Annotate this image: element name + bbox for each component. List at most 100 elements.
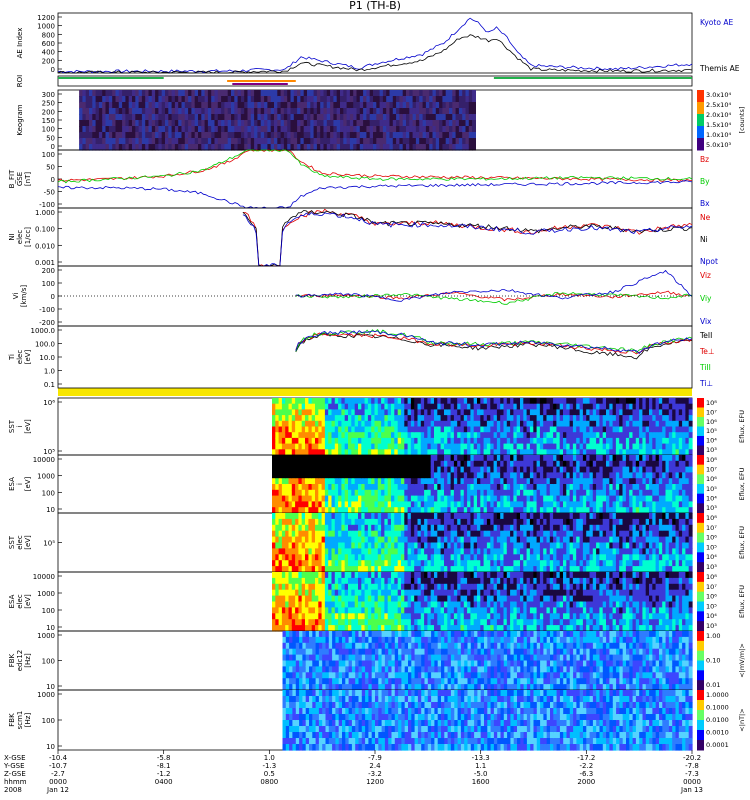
series-line: [295, 333, 693, 360]
heatmap-cell: [645, 495, 650, 502]
heatmap-cell: [589, 489, 594, 497]
heatmap-cell: [533, 484, 538, 491]
heatmap-cell: [533, 548, 538, 555]
heatmap-cell: [427, 566, 432, 573]
heatmap-cell: [435, 126, 440, 133]
heatmap-cell: [473, 554, 478, 561]
heatmap-cell: [529, 455, 534, 462]
heatmap-cell: [503, 554, 508, 561]
heatmap-cell: [323, 138, 328, 145]
colorbar-tick: 10⁷: [706, 466, 717, 474]
heatmap-cell: [348, 403, 352, 410]
heatmap-cell: [440, 409, 445, 416]
heatmap-cell: [427, 507, 432, 514]
heatmap-cell: [311, 443, 316, 450]
heatmap-cell: [344, 507, 349, 514]
heatmap-cell: [318, 449, 323, 456]
heatmap-cell: [386, 114, 391, 121]
heatmap-cell: [244, 90, 249, 97]
heatmap-cell: [539, 536, 544, 544]
heatmap-cell: [675, 455, 680, 462]
heatmap-cell: [649, 501, 653, 508]
heatmap-cell: [404, 426, 409, 433]
heatmap-cell: [668, 495, 673, 502]
heatmap-cell: [328, 449, 333, 456]
heatmap-cell: [105, 102, 110, 109]
heatmap-cell: [358, 460, 362, 468]
heatmap-cell: [287, 102, 292, 109]
heatmap-cell: [500, 409, 505, 416]
heatmap-cell: [348, 495, 352, 502]
heatmap-cell: [609, 536, 614, 544]
heatmap-cell: [272, 478, 276, 485]
heatmap-cell: [387, 513, 392, 520]
heatmap-cell: [576, 518, 581, 526]
heatmap-cell: [410, 455, 415, 462]
heatmap-cell: [374, 489, 379, 497]
heatmap-cell: [566, 560, 571, 567]
heatmap-cell: [434, 420, 438, 428]
heatmap-cell: [359, 126, 364, 133]
heatmap-cell: [612, 409, 617, 416]
colorbar-segment: [697, 398, 704, 408]
heatmap-cell: [453, 472, 458, 479]
heatmap-cell: [128, 126, 133, 133]
heatmap-cell: [151, 144, 156, 151]
heatmap-cell: [79, 108, 83, 115]
heatmap-cell: [437, 420, 442, 428]
heatmap-cell: [500, 536, 505, 544]
heatmap-cell: [596, 426, 600, 433]
heatmap-cell: [397, 472, 402, 479]
heatmap-cell: [301, 420, 306, 428]
heatmap-cell: [457, 409, 462, 416]
heatmap-cell: [546, 542, 551, 549]
heatmap-cell: [82, 126, 87, 133]
heatmap-cell: [563, 507, 567, 514]
heatmap-cell: [510, 554, 514, 561]
heatmap-cell: [336, 114, 341, 121]
heatmap-cell: [440, 420, 445, 428]
heatmap-cell: [549, 398, 554, 405]
heatmap-cell: [672, 420, 677, 428]
heatmap-cell: [359, 96, 364, 103]
heatmap-cell: [307, 144, 311, 151]
heatmap-cell: [366, 126, 371, 133]
heatmap-cell: [602, 518, 607, 526]
heatmap-cell: [308, 437, 313, 445]
heatmap-cell: [290, 120, 295, 127]
heatmap-cell: [308, 415, 313, 422]
heatmap-cell: [382, 120, 387, 127]
heatmap-cell: [563, 548, 567, 555]
tick-label: 50: [46, 134, 55, 142]
heatmap-cell: [526, 415, 531, 422]
heatmap-cell: [496, 426, 501, 433]
heatmap-cell: [675, 415, 680, 422]
heatmap-cell: [458, 102, 463, 109]
heatmap-cell: [407, 548, 412, 555]
heatmap-cell: [513, 437, 518, 445]
heatmap-cell: [394, 420, 399, 428]
heatmap-cell: [599, 478, 604, 485]
heatmap-cell: [668, 501, 673, 508]
heatmap-cell: [536, 542, 541, 549]
heatmap-cell: [274, 138, 278, 145]
heatmap-cell: [422, 138, 427, 145]
heatmap-cell: [520, 403, 524, 410]
heatmap-cell: [460, 536, 465, 544]
heatmap-cell: [407, 530, 412, 538]
heatmap-cell: [445, 108, 450, 115]
heatmap-cell: [516, 566, 521, 573]
heatmap-cell: [351, 518, 356, 526]
heatmap-cell: [586, 426, 591, 433]
heatmap-cell: [445, 144, 450, 151]
heatmap-cell: [606, 403, 610, 410]
heatmap-cell: [606, 443, 610, 450]
heatmap-cell: [460, 478, 465, 485]
colorbar-tick: 2.0x10⁴: [706, 111, 731, 119]
heatmap-cell: [579, 398, 584, 405]
heatmap-cell: [326, 114, 331, 121]
heatmap-cell: [234, 96, 239, 103]
heatmap-cell: [420, 536, 425, 544]
heatmap-cell: [450, 455, 455, 462]
heatmap-cell: [615, 513, 620, 520]
